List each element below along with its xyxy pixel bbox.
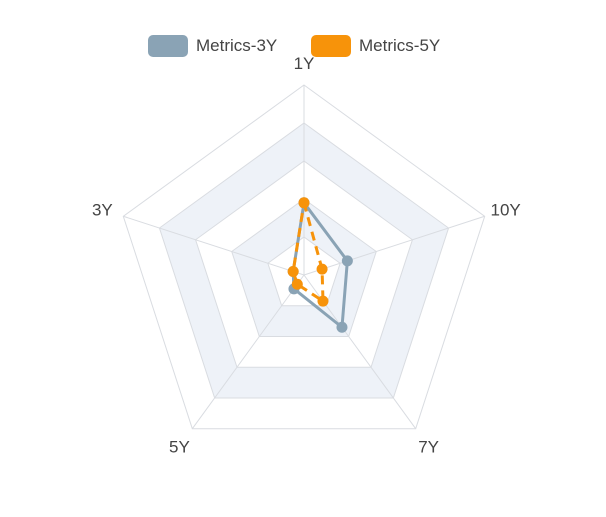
legend-item-metrics-5y[interactable]: Metrics-5Y — [311, 35, 440, 57]
grid-ring — [194, 160, 414, 368]
grid-ring — [231, 198, 377, 337]
series-line-metrics-5y — [291, 201, 325, 303]
data-point-metrics-5y-3y[interactable] — [287, 265, 299, 277]
legend: Metrics-3Y Metrics-5Y — [148, 35, 440, 57]
legend-label-metrics-3y: Metrics-3Y — [196, 36, 277, 55]
axis-label-7y: 7Y — [418, 438, 439, 457]
axis-label-5y: 5Y — [169, 438, 190, 457]
axis-line-10y — [303, 215, 485, 276]
grid-ring — [267, 236, 341, 307]
data-point-metrics-3y-10y[interactable] — [341, 255, 353, 267]
axis-line-5y — [191, 274, 305, 430]
legend-swatch-metrics-5y — [311, 35, 351, 57]
axis-label-10y: 10Y — [490, 200, 520, 219]
axis-label-3y: 3Y — [92, 200, 113, 219]
axis-label-1y: 1Y — [294, 54, 315, 73]
grid-ring — [122, 84, 486, 430]
axis-labels: 1Y 10Y 7Y 5Y 3Y — [92, 54, 521, 457]
radar-grid — [122, 84, 486, 430]
data-point-metrics-5y-1y[interactable] — [298, 197, 310, 209]
data-point-metrics-5y-7y[interactable] — [317, 295, 329, 307]
axis-line-3y — [123, 215, 305, 276]
legend-swatch-metrics-3y — [148, 35, 188, 57]
grid-ring — [158, 122, 450, 399]
data-point-metrics-3y-7y[interactable] — [336, 321, 348, 333]
series-layer — [287, 197, 353, 333]
data-point-metrics-5y-10y[interactable] — [316, 263, 328, 275]
data-point-metrics-5y-5y[interactable] — [291, 278, 303, 290]
legend-label-metrics-5y: Metrics-5Y — [359, 36, 440, 55]
legend-item-metrics-3y[interactable]: Metrics-3Y — [148, 35, 277, 57]
